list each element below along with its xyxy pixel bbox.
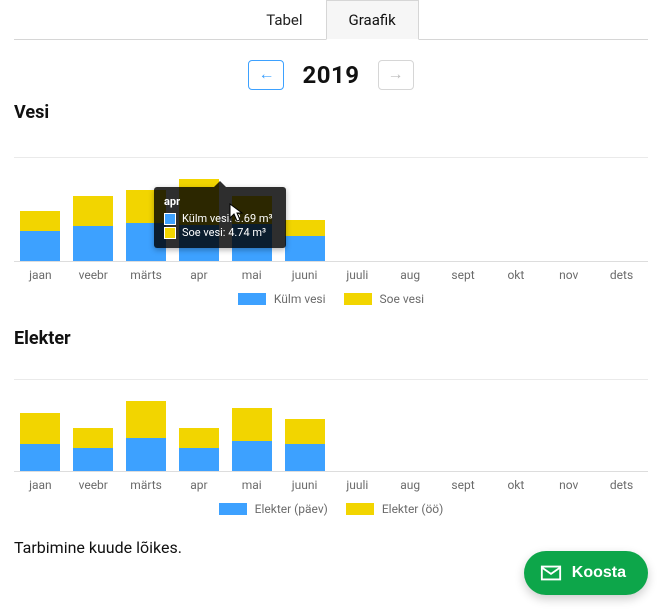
bar-slot[interactable] xyxy=(437,131,490,261)
mail-icon xyxy=(540,562,562,584)
bar-slot[interactable] xyxy=(595,131,648,261)
bar-slot[interactable] xyxy=(384,357,437,471)
month-label: apr xyxy=(172,478,225,492)
bar-slot[interactable] xyxy=(331,357,384,471)
year-next-button: → xyxy=(378,60,414,90)
year-prev-button[interactable]: ← xyxy=(248,60,284,90)
legend-label: Soe vesi xyxy=(380,292,425,306)
bar-segment-night xyxy=(232,408,272,441)
elekter-legend: Elekter (päev) Elekter (öö) xyxy=(14,502,648,516)
month-label: aug xyxy=(384,268,437,282)
tab-tabel[interactable]: Tabel xyxy=(243,0,325,39)
bar-slot[interactable] xyxy=(489,357,542,471)
bar-segment-day xyxy=(126,438,166,471)
bar-segment-day xyxy=(73,448,113,471)
legend-item-cold[interactable]: Külm vesi xyxy=(238,292,326,306)
water-legend: Külm vesi Soe vesi xyxy=(14,292,648,306)
bar-slot[interactable] xyxy=(331,131,384,261)
bar-segment-hot xyxy=(285,220,325,236)
bar-slot[interactable] xyxy=(542,131,595,261)
bar-slot[interactable] xyxy=(437,357,490,471)
month-label: okt xyxy=(489,478,542,492)
month-label: sept xyxy=(437,478,490,492)
month-label: dets xyxy=(595,268,648,282)
month-label: jaan xyxy=(14,268,67,282)
bar-slot[interactable] xyxy=(172,357,225,471)
compose-fab-label: Koosta xyxy=(572,564,626,582)
month-label: nov xyxy=(542,478,595,492)
legend-label: Elekter (öö) xyxy=(382,502,444,516)
bar-slot[interactable] xyxy=(278,357,331,471)
legend-item-hot[interactable]: Soe vesi xyxy=(344,292,425,306)
water-xaxis: jaanveebrmärtsaprmaijuunijuuliaugseptokt… xyxy=(14,268,648,282)
tooltip-row: Soe vesi: 4.74 m³ xyxy=(164,226,276,239)
bar-segment-day xyxy=(232,441,272,471)
bar-slot[interactable] xyxy=(225,357,278,471)
view-tabs: Tabel Graafik xyxy=(14,0,648,40)
bar-slot[interactable] xyxy=(14,357,67,471)
bar-slot[interactable] xyxy=(14,131,67,261)
month-label: jaan xyxy=(14,478,67,492)
month-label: okt xyxy=(489,268,542,282)
elekter-section-title: Elekter xyxy=(14,328,648,349)
month-label: veebr xyxy=(67,478,120,492)
month-label: mai xyxy=(225,478,278,492)
bar-segment-night xyxy=(126,401,166,438)
bar-segment-day xyxy=(285,444,325,471)
month-label: märts xyxy=(120,268,173,282)
bar-segment-night xyxy=(73,428,113,448)
month-label: veebr xyxy=(67,268,120,282)
bar-slot[interactable] xyxy=(67,357,120,471)
bar-segment-cold xyxy=(20,231,60,261)
compose-fab[interactable]: Koosta xyxy=(524,551,648,595)
elekter-chart[interactable] xyxy=(14,357,648,472)
tooltip-row-text: Külm vesi: 3.69 m³ xyxy=(182,212,273,225)
bar-slot[interactable] xyxy=(384,131,437,261)
year-label: 2019 xyxy=(302,61,359,89)
month-label: aug xyxy=(384,478,437,492)
tooltip-title: apr xyxy=(164,195,276,208)
bar-segment-cold xyxy=(285,236,325,261)
bar-segment-night xyxy=(285,419,325,444)
month-label: juuli xyxy=(331,268,384,282)
water-chart[interactable]: apr Külm vesi: 3.69 m³ Soe vesi: 4.74 m³ xyxy=(14,131,648,262)
bar-segment-hot xyxy=(20,211,60,231)
legend-label: Elekter (päev) xyxy=(255,502,328,516)
month-label: juuni xyxy=(278,478,331,492)
bar-slot[interactable] xyxy=(67,131,120,261)
month-label: dets xyxy=(595,478,648,492)
month-label: juuli xyxy=(331,478,384,492)
legend-item-night[interactable]: Elekter (öö) xyxy=(346,502,444,516)
tooltip-row: Külm vesi: 3.69 m³ xyxy=(164,212,276,225)
elekter-xaxis: jaanveebrmärtsaprmaijuunijuuliaugseptokt… xyxy=(14,478,648,492)
tooltip-row-text: Soe vesi: 4.74 m³ xyxy=(182,226,266,239)
bar-slot[interactable] xyxy=(278,131,331,261)
month-label: mai xyxy=(225,268,278,282)
bar-segment-night xyxy=(179,428,219,448)
month-label: juuni xyxy=(278,268,331,282)
month-label: nov xyxy=(542,268,595,282)
month-label: märts xyxy=(120,478,173,492)
water-tooltip: apr Külm vesi: 3.69 m³ Soe vesi: 4.74 m³ xyxy=(154,187,286,248)
legend-label: Külm vesi xyxy=(274,292,326,306)
bar-segment-day xyxy=(179,448,219,471)
bar-slot[interactable] xyxy=(595,357,648,471)
bar-slot[interactable] xyxy=(120,357,173,471)
bar-segment-night xyxy=(20,413,60,443)
year-navigator: ← 2019 → xyxy=(14,60,648,90)
bar-slot[interactable] xyxy=(542,357,595,471)
bar-segment-hot xyxy=(73,196,113,226)
bar-slot[interactable] xyxy=(489,131,542,261)
month-label: apr xyxy=(172,268,225,282)
month-label: sept xyxy=(437,268,490,282)
bar-segment-cold xyxy=(73,226,113,261)
bar-segment-day xyxy=(20,444,60,471)
legend-item-day[interactable]: Elekter (päev) xyxy=(219,502,328,516)
water-section-title: Vesi xyxy=(14,102,648,123)
tab-graafik[interactable]: Graafik xyxy=(326,0,419,40)
